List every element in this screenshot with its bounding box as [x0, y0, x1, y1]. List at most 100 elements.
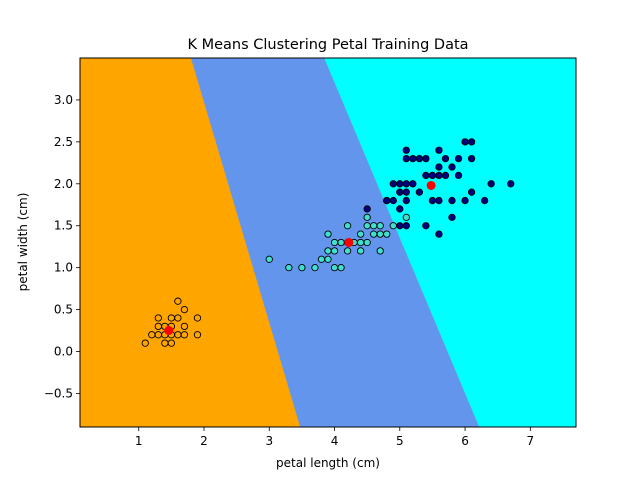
data-point-cluster-2: [415, 188, 424, 196]
data-point-cluster-2: [435, 163, 443, 171]
data-point-cluster-1: [376, 222, 384, 230]
data-point-cluster-2: [435, 196, 443, 205]
data-point-cluster-2: [435, 171, 443, 180]
data-point-cluster-2: [389, 180, 397, 188]
data-point-cluster-1: [370, 230, 378, 238]
data-point-cluster-0: [180, 322, 189, 331]
data-point-cluster-0: [161, 339, 169, 347]
data-point-cluster-1: [356, 238, 365, 247]
centroid-marker: [344, 238, 354, 247]
data-point-cluster-1: [370, 222, 378, 230]
data-point-cluster-2: [396, 188, 404, 196]
data-point-cluster-2: [507, 180, 515, 188]
region-cluster-2: [324, 58, 576, 427]
data-point-cluster-1: [285, 264, 293, 272]
data-point-cluster-2: [422, 154, 430, 163]
y-tick-label: 3.0: [54, 93, 73, 107]
data-point-cluster-1: [383, 230, 391, 238]
data-point-cluster-2: [409, 154, 417, 163]
region-cluster-0: [80, 58, 301, 427]
data-point-cluster-1: [330, 238, 339, 247]
data-point-cluster-0: [154, 322, 162, 331]
data-point-cluster-2: [402, 154, 410, 163]
data-point-cluster-1: [356, 247, 365, 255]
data-point-cluster-2: [402, 196, 410, 205]
data-point-cluster-0: [180, 331, 189, 339]
data-point-cluster-1: [311, 264, 319, 272]
x-tick-label: 3: [265, 434, 273, 448]
data-point-cluster-0: [174, 331, 182, 339]
data-point-cluster-1: [376, 230, 384, 238]
data-point-cluster-2: [441, 154, 450, 163]
data-point-cluster-2: [396, 205, 404, 213]
data-point-cluster-2: [461, 138, 469, 146]
y-tick-label: 0.0: [54, 345, 73, 359]
data-point-cluster-1: [363, 238, 371, 247]
y-axis-label: petal width (cm): [16, 193, 30, 292]
data-point-cluster-2: [480, 196, 489, 205]
data-point-cluster-2: [467, 154, 476, 163]
data-point-cluster-0: [174, 314, 182, 322]
data-point-cluster-2: [402, 146, 410, 154]
x-tick-label: 4: [331, 434, 339, 448]
data-point-cluster-2: [487, 180, 495, 188]
data-point-cluster-2: [467, 138, 476, 146]
y-tick-label: 1.0: [54, 261, 73, 275]
data-point-cluster-2: [448, 196, 456, 205]
chart-title: K Means Clustering Petal Training Data: [187, 37, 468, 53]
data-point-cluster-1: [298, 264, 306, 272]
data-point-cluster-1: [337, 238, 345, 247]
data-point-cluster-2: [461, 196, 469, 205]
data-point-cluster-1: [376, 247, 384, 255]
y-tick-label: 0.5: [54, 303, 73, 317]
data-point-cluster-2: [428, 196, 437, 205]
data-point-cluster-2: [454, 171, 463, 180]
data-point-cluster-2: [409, 180, 417, 188]
y-tick-label: 1.5: [54, 219, 73, 233]
data-point-cluster-2: [402, 188, 410, 196]
data-point-cluster-2: [389, 196, 397, 205]
data-point-cluster-0: [180, 305, 189, 314]
data-point-cluster-0: [174, 297, 182, 305]
x-tick-label: 6: [461, 434, 469, 448]
x-tick-label: 1: [135, 434, 143, 448]
data-point-cluster-1: [343, 247, 352, 255]
data-points: [141, 138, 515, 347]
data-point-cluster-2: [422, 222, 430, 230]
data-point-cluster-2: [435, 230, 443, 238]
x-tick-label: 5: [396, 434, 404, 448]
data-point-cluster-2: [448, 163, 456, 171]
data-point-cluster-2: [448, 213, 456, 221]
data-point-cluster-1: [324, 255, 332, 263]
data-point-cluster-0: [167, 339, 176, 347]
data-point-cluster-2: [396, 180, 404, 188]
data-point-cluster-0: [148, 331, 156, 339]
data-point-cluster-1: [363, 213, 371, 221]
data-point-cluster-1: [337, 264, 345, 272]
x-axis-ticks: 1 2 3 4 5 6 7: [135, 427, 534, 448]
data-point-cluster-1: [330, 247, 339, 255]
data-point-cluster-1: [324, 247, 332, 255]
centroid-marker: [426, 180, 436, 190]
data-point-cluster-2: [441, 171, 450, 180]
x-tick-label: 7: [526, 434, 534, 448]
data-point-cluster-0: [193, 314, 202, 322]
data-point-cluster-0: [154, 331, 162, 339]
data-point-cluster-2: [415, 154, 424, 163]
x-axis-label: petal length (cm): [276, 456, 380, 470]
data-point-cluster-2: [383, 196, 391, 205]
data-point-cluster-1: [363, 222, 371, 230]
data-point-cluster-1: [402, 213, 410, 221]
centroids: [164, 180, 436, 336]
centroid-marker: [164, 326, 174, 336]
data-point-cluster-1: [324, 230, 332, 238]
data-point-cluster-2: [467, 188, 476, 196]
data-point-cluster-2: [422, 171, 430, 180]
data-point-cluster-1: [356, 230, 365, 238]
data-point-cluster-1: [389, 222, 397, 230]
y-tick-label: −0.5: [44, 386, 73, 400]
data-point-cluster-1: [330, 264, 339, 272]
data-point-cluster-1: [317, 255, 326, 263]
data-point-cluster-2: [435, 146, 443, 154]
